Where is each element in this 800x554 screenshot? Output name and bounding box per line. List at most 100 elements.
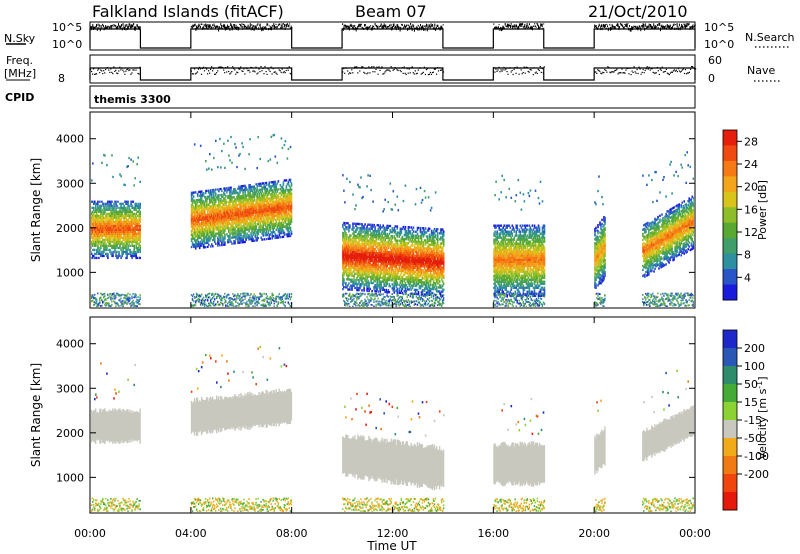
- nsearch-mark: [543, 23, 545, 25]
- power-cell: [118, 299, 120, 302]
- power-cell: [235, 209, 237, 213]
- nave-mark: [352, 72, 354, 74]
- power-cell: [200, 208, 203, 211]
- nave-mark: [674, 70, 676, 72]
- power-cell: [277, 212, 280, 215]
- power-cell: [280, 189, 283, 193]
- power-cell: [230, 190, 232, 193]
- power-cell: [131, 214, 133, 217]
- power-cell: [134, 206, 136, 209]
- power-cell: [126, 303, 128, 305]
- nsearch-mark: [366, 26, 368, 30]
- power-cell: [111, 218, 113, 221]
- power-cell: [196, 211, 199, 214]
- power-cell: [278, 297, 280, 300]
- power-cell: [280, 201, 283, 205]
- nsearch-mark: [503, 27, 505, 29]
- power-cell: [269, 187, 272, 190]
- nsearch-mark: [356, 27, 358, 30]
- nave-mark: [121, 67, 123, 69]
- nsearch-mark: [127, 26, 129, 30]
- nave-mark: [613, 71, 615, 73]
- power-cell: [274, 194, 277, 197]
- nsearch-mark: [285, 24, 287, 27]
- power-cell: [264, 305, 266, 307]
- nsearch-mark: [382, 25, 384, 30]
- power-cell: [251, 195, 253, 198]
- power-cell: [244, 192, 246, 195]
- power-cell: [261, 295, 263, 298]
- nave-mark: [510, 71, 512, 73]
- nsearch-mark: [246, 27, 247, 30]
- power-cell: [260, 192, 262, 195]
- power-cell: [111, 214, 113, 217]
- power-cell: [120, 301, 122, 304]
- nave-mark: [264, 66, 266, 68]
- power-cell: [218, 242, 220, 245]
- power-cell: [123, 216, 125, 219]
- nave-mark: [494, 71, 496, 73]
- power-cell: [119, 293, 121, 296]
- power-cell: [209, 201, 211, 204]
- nave-mark: [273, 71, 275, 73]
- power-cell: [280, 221, 283, 225]
- power-cell: [94, 218, 96, 221]
- nsearch-mark: [380, 23, 382, 25]
- power-cell: [227, 241, 229, 244]
- nave-mark: [387, 69, 389, 71]
- power-cell: [103, 300, 105, 303]
- power-cell: [122, 299, 124, 302]
- power-cell: [199, 244, 202, 247]
- power-cell: [280, 213, 283, 217]
- power-cell: [93, 240, 95, 243]
- power-cell: [111, 154, 113, 157]
- power-cell: [228, 206, 230, 210]
- power-cell: [264, 216, 266, 219]
- power-cell: [246, 228, 248, 231]
- power-cell: [206, 199, 208, 203]
- power-cell: [229, 301, 231, 304]
- nsearch-mark: [220, 23, 222, 26]
- nave-mark: [409, 72, 411, 74]
- power-cell: [230, 230, 232, 233]
- power-cell: [237, 233, 239, 236]
- power-cell: [240, 209, 242, 212]
- power-cell: [346, 240, 348, 243]
- power-cell: [232, 210, 234, 213]
- power-cell: [247, 216, 249, 219]
- power-cell: [136, 222, 138, 225]
- power-cell: [213, 202, 215, 206]
- power-cell: [231, 214, 233, 217]
- power-cell: [107, 252, 109, 256]
- power-cell: [261, 208, 263, 211]
- nave-mark: [412, 72, 414, 74]
- nave-mark: [637, 72, 639, 75]
- power-cell: [253, 211, 255, 214]
- power-cell: [108, 304, 110, 307]
- power-cell: [112, 212, 114, 215]
- power-cell: [113, 238, 115, 241]
- power-cell: [97, 228, 99, 231]
- nave-mark: [202, 66, 205, 68]
- power-cell: [264, 210, 266, 213]
- nave-mark: [647, 68, 649, 70]
- power-cell: [116, 302, 118, 305]
- power-cell: [195, 296, 198, 298]
- power-cell: [211, 225, 213, 228]
- power-cell: [214, 208, 216, 211]
- nsearch-mark: [522, 26, 524, 28]
- power-cell: [238, 209, 240, 212]
- power-cell: [99, 224, 101, 227]
- power-cell: [100, 226, 102, 229]
- power-cell: [195, 299, 198, 302]
- power-cell: [96, 232, 98, 235]
- power-cell: [267, 197, 270, 200]
- nsearch-mark: [494, 27, 496, 29]
- power-cell: [261, 206, 263, 209]
- power-cell: [273, 188, 276, 192]
- power-cell: [106, 234, 108, 237]
- power-cell: [247, 200, 249, 203]
- power-cell: [207, 298, 209, 301]
- power-cell: [120, 297, 122, 300]
- power-cell: [202, 240, 205, 243]
